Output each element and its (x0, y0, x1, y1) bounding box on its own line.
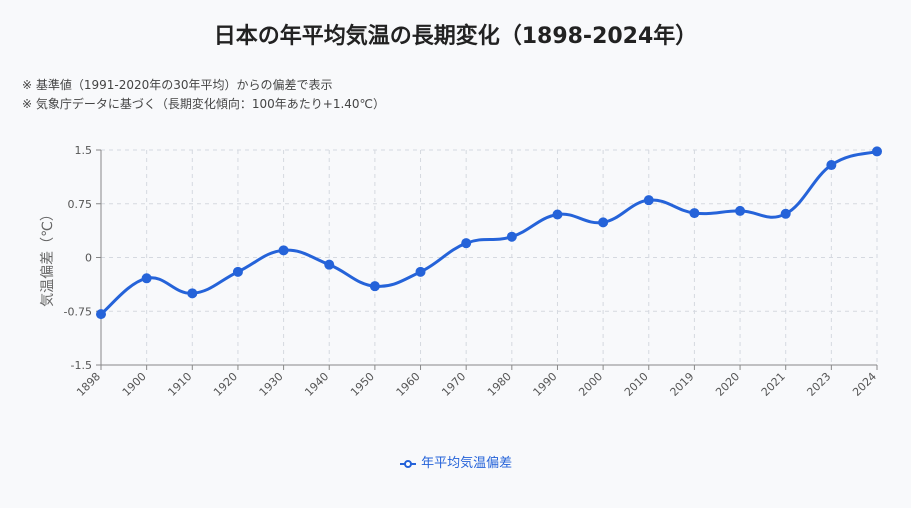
x-tick-labels: 1898 1900 1910 1920 1930 1940 1950 1960 1970 1980… (74, 370, 879, 399)
x-tick-label: 1898 (74, 370, 103, 399)
data-point[interactable] (872, 146, 882, 157)
x-tick-label: 2023 (804, 370, 833, 399)
y-tick-label: -1.5 (71, 359, 92, 372)
y-tick-label: 0 (85, 252, 92, 265)
x-tick-label: 2024 (850, 370, 879, 399)
note-baseline: ※ 基準値（1991-2020年の30年平均）からの偏差で表示 (22, 78, 333, 92)
line-chart: 気温偏差（℃） -1.5 -0.75 0 0.75 1.5 1898 1900 1910 19… (40, 144, 882, 399)
x-tick-label: 1950 (348, 370, 377, 399)
y-tick-label: -0.75 (64, 305, 92, 318)
x-tick-label: 1960 (394, 370, 423, 399)
x-tick-label: 1920 (211, 370, 240, 399)
x-tick-label: 1980 (485, 370, 514, 399)
data-point[interactable] (141, 273, 152, 284)
data-point[interactable] (598, 217, 609, 228)
data-point[interactable] (780, 208, 791, 219)
data-point[interactable] (232, 266, 243, 277)
x-tick-label: 2010 (622, 370, 651, 399)
data-point[interactable] (415, 266, 426, 277)
x-tick-label: 1970 (439, 370, 468, 399)
legend[interactable]: 年平均気温偏差 (0, 452, 911, 471)
x-tick-label: 2020 (713, 370, 742, 399)
series-line (100, 149, 878, 316)
y-tick-label: 0.75 (68, 198, 93, 211)
y-tick-label: 1.5 (75, 144, 93, 157)
y-tick-labels: -1.5 -0.75 0 0.75 1.5 (64, 144, 92, 372)
legend-swatch-icon (399, 459, 416, 468)
chart-notes: ※ 基準値（1991-2020年の30年平均）からの偏差で表示 ※ 気象庁データ… (22, 76, 385, 114)
x-tick-label: 2021 (759, 370, 788, 399)
data-point[interactable] (735, 205, 746, 216)
data-point[interactable] (506, 231, 517, 242)
x-tick-label: 1990 (531, 370, 560, 399)
data-point[interactable] (552, 209, 563, 220)
x-tick-label: 1930 (257, 370, 286, 399)
data-point[interactable] (689, 208, 700, 219)
data-point[interactable] (826, 160, 837, 171)
data-point[interactable] (187, 288, 198, 299)
x-tick-label: 2019 (668, 370, 697, 399)
data-point[interactable] (643, 195, 654, 206)
x-tick-label: 1940 (302, 370, 331, 399)
data-point[interactable] (461, 238, 472, 249)
data-point[interactable] (369, 281, 380, 292)
y-axis-label: 気温偏差（℃） (40, 207, 56, 307)
axes (96, 149, 878, 370)
grid-lines (100, 149, 878, 366)
note-source: ※ 気象庁データに基づく（長期変化傾向：100年あたり+1.40℃） (22, 97, 386, 111)
x-tick-label: 2000 (576, 370, 605, 399)
x-tick-label: 1910 (165, 370, 194, 399)
chart-title: 日本の年平均気温の長期変化（1898-2024年） (213, 24, 698, 49)
data-point[interactable] (324, 259, 335, 270)
legend-label: 年平均気温偏差 (421, 456, 513, 471)
data-point[interactable] (278, 245, 289, 256)
data-points (96, 146, 882, 320)
x-tick-label: 1900 (120, 370, 149, 399)
data-point[interactable] (96, 309, 106, 320)
